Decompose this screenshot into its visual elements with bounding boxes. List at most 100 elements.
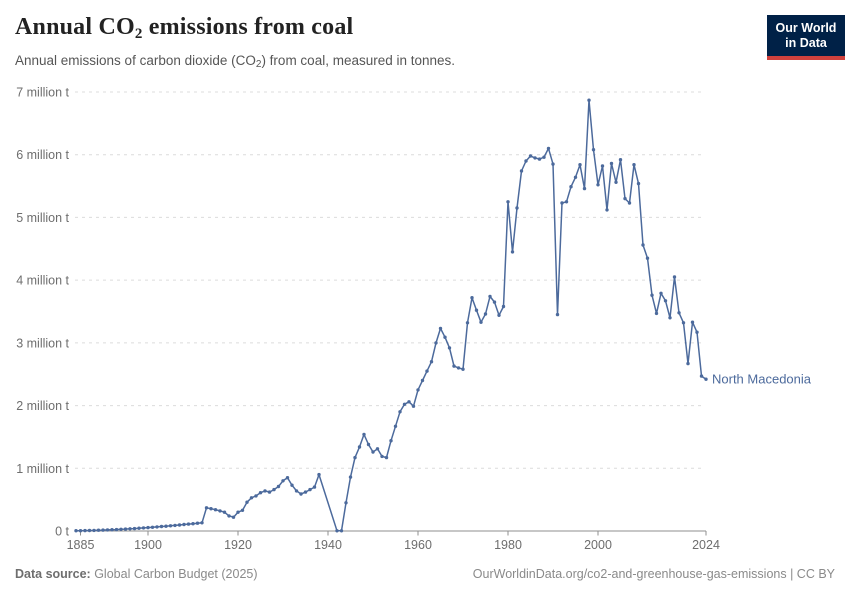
data-point[interactable] [191,522,195,526]
data-point[interactable] [164,524,168,528]
data-point[interactable] [402,402,407,406]
data-point[interactable] [213,508,218,512]
data-point[interactable] [492,300,497,304]
data-point[interactable] [186,522,191,526]
data-point[interactable] [465,321,470,325]
data-point[interactable] [483,312,488,316]
data-point[interactable] [389,439,393,443]
data-point[interactable] [177,523,182,527]
data-point[interactable] [434,341,438,345]
data-point[interactable] [542,155,546,159]
data-point[interactable] [267,490,272,494]
data-point[interactable] [132,526,137,531]
data-point[interactable] [222,510,227,514]
entity-label[interactable]: North Macedonia [712,372,812,387]
data-point[interactable] [348,475,353,479]
data-point[interactable] [416,388,420,392]
data-point[interactable] [83,528,87,533]
data-point[interactable] [240,508,245,512]
data-point[interactable] [317,472,321,477]
data-point[interactable] [204,506,209,510]
data-point[interactable] [393,424,398,428]
data-point[interactable] [137,526,141,530]
data-point[interactable] [420,378,425,383]
data-point[interactable] [263,489,267,493]
data-point[interactable] [546,146,551,151]
data-point[interactable] [96,528,101,532]
data-point[interactable] [551,162,555,166]
data-point[interactable] [447,346,452,350]
data-point[interactable] [524,159,528,163]
data-point[interactable] [609,161,614,166]
data-point[interactable] [528,154,533,158]
data-point[interactable] [407,400,411,404]
data-point[interactable] [375,447,380,451]
data-point[interactable] [411,404,416,408]
data-point[interactable] [677,311,681,315]
data-point[interactable] [141,526,146,530]
data-point[interactable] [533,156,537,160]
data-point[interactable] [272,487,276,492]
data-point[interactable] [429,360,434,364]
data-point[interactable] [312,485,317,489]
data-point[interactable] [627,201,632,205]
data-point[interactable] [636,181,641,186]
data-point[interactable] [290,483,294,487]
data-point[interactable] [623,196,627,201]
data-point[interactable] [645,256,650,260]
data-point[interactable] [555,312,560,317]
data-point[interactable] [195,521,200,525]
credit-link[interactable]: OurWorldinData.org/co2-and-greenhouse-ga… [472,567,835,581]
data-point[interactable] [200,521,204,525]
data-point[interactable] [294,489,299,493]
data-point[interactable] [587,98,591,102]
data-point[interactable] [150,525,155,529]
data-point[interactable] [663,299,668,303]
data-point[interactable] [650,293,654,297]
data-point[interactable] [254,494,258,498]
data-point[interactable] [119,527,123,531]
data-point[interactable] [258,491,263,495]
data-point[interactable] [569,185,573,189]
data-point[interactable] [573,175,578,179]
data-point[interactable] [425,369,429,373]
data-point[interactable] [249,496,254,500]
data-point[interactable] [74,529,78,533]
data-point[interactable] [510,250,515,254]
data-point[interactable] [285,476,290,480]
data-point[interactable] [699,374,704,378]
data-point[interactable] [114,527,119,532]
data-point[interactable] [218,509,222,513]
data-point[interactable] [128,527,132,531]
data-point[interactable] [537,157,542,161]
data-point[interactable] [686,361,690,366]
data-point[interactable] [605,208,609,212]
data-point[interactable] [146,525,150,530]
data-point[interactable] [101,528,105,532]
data-point[interactable] [681,321,686,325]
data-point[interactable] [672,275,677,279]
data-point[interactable] [362,432,366,437]
data-point[interactable] [614,180,618,184]
data-point[interactable] [182,522,186,527]
data-point[interactable] [600,164,605,168]
data-point[interactable] [78,529,83,533]
data-point[interactable] [668,316,672,320]
data-point[interactable] [461,367,465,371]
data-point[interactable] [92,528,96,533]
data-point[interactable] [299,492,303,496]
data-point[interactable] [488,294,492,299]
data-point[interactable] [366,442,371,447]
data-point[interactable] [236,510,240,514]
data-point[interactable] [659,291,663,295]
data-point[interactable] [578,163,582,167]
data-point[interactable] [591,148,596,152]
data-point[interactable] [168,524,173,528]
data-point[interactable] [276,484,281,489]
data-point[interactable] [209,507,213,511]
data-point[interactable] [474,308,479,312]
data-point[interactable] [519,169,524,173]
data-point[interactable] [582,186,587,191]
data-point[interactable] [456,366,461,370]
data-point[interactable] [438,326,443,331]
